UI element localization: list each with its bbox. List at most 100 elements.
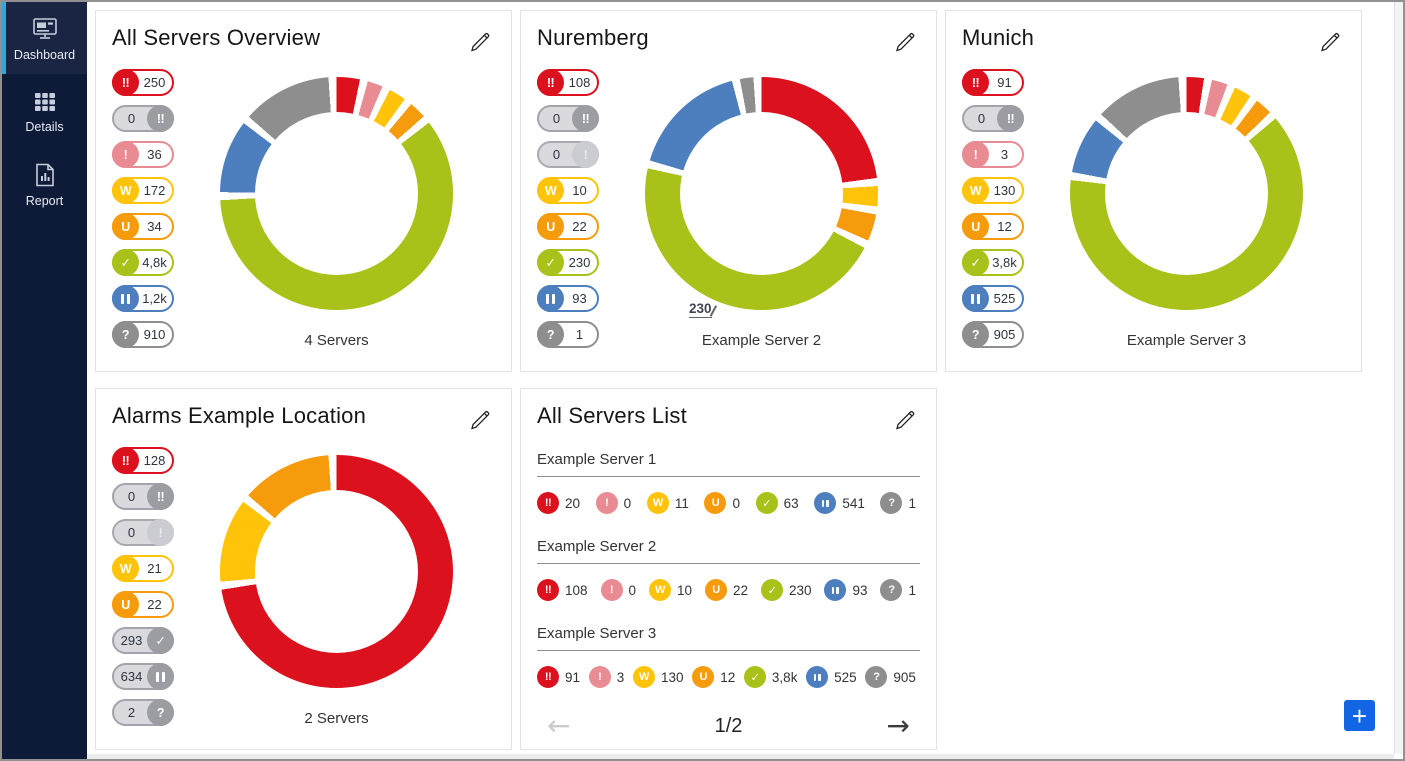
donut-area: 2 Servers <box>178 441 495 735</box>
sidebar-item-dashboard[interactable]: Dashboard <box>2 2 87 74</box>
badge-down-ack[interactable]: 0!! <box>112 483 174 510</box>
badge-unknown[interactable]: ? 1 <box>537 321 599 348</box>
badge-up[interactable]: ✓ 3,8k <box>962 249 1024 276</box>
card-header: Alarms Example Location <box>112 403 495 437</box>
badge-warning[interactable]: W 21 <box>112 555 174 582</box>
count-paused[interactable]: 93 <box>824 579 868 601</box>
count-down[interactable]: !! 20 <box>537 492 580 514</box>
count-down[interactable]: !! 108 <box>537 579 588 601</box>
count-up[interactable]: ✓ 230 <box>760 579 812 601</box>
badge-unusual[interactable]: U 12 <box>962 213 1024 240</box>
count-warning[interactable]: W 10 <box>648 579 692 601</box>
unknown-icon: ? <box>880 579 903 601</box>
count-down-partial[interactable]: ! 3 <box>588 666 624 688</box>
dashboard-icon <box>30 15 60 43</box>
badge-unusual[interactable]: U 22 <box>112 591 174 618</box>
count-down-partial[interactable]: ! 0 <box>600 579 636 601</box>
donut-chart-munich[interactable] <box>1070 77 1303 310</box>
count-unusual[interactable]: U 22 <box>704 579 748 601</box>
server-name[interactable]: Example Server 3 <box>537 625 657 642</box>
sidebar-item-label: Details <box>25 119 64 134</box>
badge-down-ack[interactable]: 0!! <box>962 105 1024 132</box>
badge-down-partial[interactable]: ! 36 <box>112 141 174 168</box>
count-value: 0 <box>623 495 632 511</box>
count-warning[interactable]: W 11 <box>646 492 689 514</box>
donut-area: Example Server 3 <box>1028 63 1345 357</box>
up-icon: ✓ <box>743 666 766 688</box>
pause-bar <box>836 586 839 594</box>
badge-warning[interactable]: W 10 <box>537 177 599 204</box>
count-unusual[interactable]: U 12 <box>692 666 735 688</box>
count-value: 525 <box>834 669 857 685</box>
server-name[interactable]: Example Server 2 <box>537 538 657 555</box>
pause-bar <box>552 293 555 304</box>
count-down-partial[interactable]: ! 0 <box>595 492 632 514</box>
unusual-icon: U <box>692 666 715 688</box>
vertical-scrollbar[interactable] <box>1394 2 1403 754</box>
donut-chart-alarms[interactable] <box>220 455 453 688</box>
pause-bar <box>813 673 817 681</box>
badge-unusual[interactable]: U 22 <box>537 213 599 240</box>
badge-down-partial[interactable]: ! 3 <box>962 141 1024 168</box>
card-header: Nuremberg <box>537 25 920 59</box>
count-warning[interactable]: W 130 <box>632 666 683 688</box>
badge-unknown[interactable]: 2? <box>112 699 174 726</box>
edit-widget-button[interactable] <box>1316 27 1345 59</box>
badge-down-ack[interactable]: 0!! <box>112 105 174 132</box>
pause-bar <box>121 293 124 304</box>
badge-down-ack[interactable]: 0!! <box>537 105 599 132</box>
edit-widget-button[interactable] <box>466 405 495 437</box>
unusual-icon: U <box>112 591 139 618</box>
donut-chart-nuremberg[interactable]: 230 <box>645 77 878 318</box>
badge-down[interactable]: !! 128 <box>112 447 174 474</box>
card-munich: Munich !! 91 0!!! 3 W 130 U 12 ✓ 3,8k 525? 905 Exam… <box>945 10 1362 372</box>
badge-paused[interactable]: 1,2k <box>112 285 174 312</box>
count-paused[interactable]: 541 <box>814 492 865 514</box>
edit-widget-button[interactable] <box>891 27 920 59</box>
badge-down[interactable]: !! 108 <box>537 69 599 96</box>
badge-down[interactable]: !! 91 <box>962 69 1024 96</box>
count-down[interactable]: !! 91 <box>537 666 580 688</box>
count-unknown[interactable]: ? 1 <box>880 579 916 601</box>
badge-paused[interactable]: 93 <box>537 285 599 312</box>
badge-up[interactable]: ✓ 230 <box>537 249 599 276</box>
horizontal-scrollbar[interactable] <box>87 754 1394 759</box>
unknown-icon: ? <box>865 666 888 688</box>
count-value: 63 <box>783 495 799 511</box>
unknown-icon: ? <box>112 321 139 348</box>
badge-paused[interactable]: 634 <box>112 663 174 690</box>
badge-up[interactable]: ✓ 4,8k <box>112 249 174 276</box>
count-up[interactable]: ✓ 3,8k <box>743 666 797 688</box>
count-unknown[interactable]: ? 1 <box>880 492 916 514</box>
badge-up[interactable]: 293 ✓ <box>112 627 174 654</box>
sidebar-item-report[interactable]: Report <box>2 148 87 220</box>
badge-unknown[interactable]: ? 910 <box>112 321 174 348</box>
add-widget-button[interactable]: + <box>1344 700 1375 731</box>
count-up[interactable]: ✓ 63 <box>755 492 799 514</box>
count-unknown[interactable]: ? 905 <box>865 666 916 688</box>
badge-down-partial[interactable]: 0! <box>112 519 174 546</box>
server-name[interactable]: Example Server 1 <box>537 451 657 468</box>
down-icon: !! <box>537 492 559 514</box>
badge-paused[interactable]: 525 <box>962 285 1024 312</box>
count-value: 11 <box>674 495 689 511</box>
down-icon: !! <box>537 579 559 601</box>
badge-down-partial[interactable]: 0! <box>537 141 599 168</box>
edit-widget-button[interactable] <box>891 405 920 437</box>
badge-unusual[interactable]: U 34 <box>112 213 174 240</box>
edit-widget-button[interactable] <box>466 27 495 59</box>
badge-warning[interactable]: W 130 <box>962 177 1024 204</box>
up-icon: ✓ <box>962 249 989 276</box>
badge-unknown[interactable]: ? 905 <box>962 321 1024 348</box>
badge-warning[interactable]: W 172 <box>112 177 174 204</box>
count-paused[interactable]: 525 <box>806 666 857 688</box>
page-next-button[interactable]: → <box>887 712 910 740</box>
donut-caption: 4 Servers <box>304 332 369 349</box>
donut-caption: 2 Servers <box>304 710 369 727</box>
sidebar-item-details[interactable]: Details <box>2 75 87 147</box>
pause-bar <box>826 499 829 507</box>
donut-chart-overview[interactable] <box>220 77 453 310</box>
badge-down[interactable]: !! 250 <box>112 69 174 96</box>
page-prev-button[interactable]: ← <box>547 712 570 740</box>
